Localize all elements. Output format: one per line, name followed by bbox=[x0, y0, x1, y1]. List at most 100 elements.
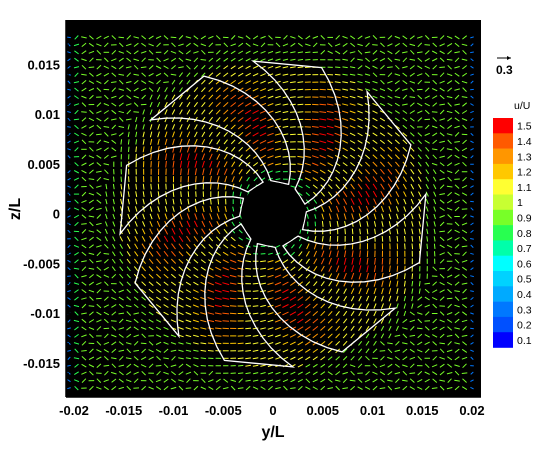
velocity-arrow bbox=[207, 327, 214, 330]
velocity-arrow bbox=[424, 326, 430, 331]
velocity-arrow bbox=[454, 88, 460, 91]
velocity-arrow bbox=[67, 185, 71, 188]
velocity-arrow bbox=[424, 296, 430, 301]
velocity-arrow bbox=[425, 213, 429, 220]
velocity-arrow bbox=[223, 72, 229, 77]
velocity-arrow bbox=[67, 65, 71, 69]
velocity-arrow bbox=[454, 348, 460, 353]
velocity-arrow bbox=[409, 356, 416, 360]
velocity-arrow bbox=[157, 161, 160, 168]
velocity-arrow bbox=[320, 310, 326, 317]
velocity-arrow bbox=[411, 303, 414, 309]
velocity-arrow bbox=[454, 125, 460, 129]
velocity-arrow bbox=[104, 221, 108, 227]
velocity-arrow bbox=[126, 266, 131, 272]
velocity-arrow bbox=[366, 228, 369, 235]
velocity-arrow bbox=[312, 177, 319, 182]
velocity-arrow bbox=[297, 170, 304, 173]
velocity-arrow bbox=[141, 266, 146, 272]
velocity-arrow bbox=[140, 364, 147, 368]
velocity-arrow bbox=[215, 57, 221, 62]
velocity-arrow bbox=[274, 311, 282, 316]
blade-outline bbox=[204, 222, 296, 368]
velocity-arrow bbox=[67, 95, 71, 99]
velocity-arrow bbox=[297, 81, 304, 83]
velocity-arrow bbox=[425, 198, 429, 205]
velocity-arrow bbox=[357, 103, 363, 106]
velocity-arrow bbox=[320, 303, 326, 309]
velocity-arrow bbox=[462, 266, 468, 271]
velocity-arrow bbox=[259, 125, 267, 129]
velocity-arrow bbox=[328, 273, 333, 280]
velocity-arrow bbox=[402, 139, 408, 145]
velocity-arrow bbox=[374, 228, 376, 235]
velocity-arrow bbox=[461, 184, 468, 189]
velocity-arrow bbox=[133, 356, 139, 361]
velocity-arrow bbox=[96, 185, 102, 188]
velocity-arrow bbox=[320, 296, 325, 302]
velocity-arrow bbox=[112, 206, 116, 212]
velocity-arrow bbox=[342, 169, 348, 174]
velocity-arrow bbox=[252, 305, 259, 307]
velocity-arrow bbox=[237, 342, 244, 345]
velocity-arrow bbox=[275, 110, 281, 114]
velocity-arrow bbox=[223, 50, 229, 55]
velocity-arrow bbox=[230, 236, 236, 242]
velocity-arrow bbox=[193, 94, 199, 100]
velocity-arrow bbox=[126, 281, 131, 286]
velocity-arrow bbox=[178, 379, 184, 382]
velocity-arrow bbox=[327, 147, 334, 152]
velocity-arrow bbox=[357, 169, 363, 175]
velocity-arrow bbox=[366, 265, 369, 273]
velocity-arrow bbox=[319, 125, 327, 129]
velocity-arrow bbox=[454, 154, 460, 159]
velocity-arrow bbox=[409, 110, 415, 114]
velocity-arrow bbox=[89, 296, 94, 301]
velocity-arrow bbox=[149, 101, 153, 108]
velocity-arrow bbox=[289, 303, 297, 309]
velocity-arrow bbox=[349, 132, 356, 137]
velocity-arrow bbox=[432, 266, 437, 272]
velocity-arrow bbox=[224, 205, 227, 213]
velocity-arrow bbox=[230, 79, 236, 85]
velocity-arrow bbox=[275, 326, 281, 330]
velocity-arrow bbox=[275, 103, 281, 106]
velocity-arrow bbox=[201, 138, 206, 145]
velocity-arrow bbox=[342, 42, 348, 47]
velocity-arrow bbox=[73, 304, 80, 308]
velocity-arrow bbox=[208, 101, 214, 108]
velocity-arrow bbox=[237, 80, 244, 85]
velocity-arrow bbox=[103, 266, 109, 271]
velocity-arrow bbox=[336, 250, 339, 258]
velocity-arrow bbox=[186, 109, 191, 115]
velocity-arrow bbox=[320, 325, 326, 331]
velocity-arrow bbox=[342, 325, 348, 332]
velocity-arrow bbox=[319, 162, 326, 167]
velocity-arrow bbox=[470, 117, 474, 122]
velocity-arrow bbox=[67, 126, 71, 128]
velocity-arrow bbox=[104, 370, 109, 376]
velocity-arrow bbox=[425, 146, 430, 152]
velocity-arrow bbox=[96, 311, 102, 316]
velocity-arrow bbox=[470, 43, 474, 47]
velocity-arrow bbox=[111, 109, 117, 115]
velocity-arrow bbox=[282, 296, 289, 301]
velocity-arrow bbox=[118, 364, 125, 367]
velocity-arrow bbox=[260, 95, 267, 99]
velocity-arrow bbox=[424, 102, 430, 107]
velocity-arrow bbox=[238, 372, 244, 374]
velocity-arrow bbox=[446, 334, 453, 337]
velocity-arrow bbox=[141, 80, 147, 85]
velocity-arrow bbox=[327, 378, 333, 383]
velocity-arrow bbox=[387, 35, 393, 40]
velocity-arrow bbox=[417, 154, 422, 160]
velocity-arrow bbox=[461, 245, 468, 248]
velocity-arrow bbox=[133, 296, 139, 301]
velocity-arrow bbox=[394, 154, 400, 160]
velocity-arrow bbox=[274, 319, 282, 323]
velocity-arrow bbox=[470, 290, 474, 292]
velocity-arrow bbox=[126, 348, 132, 354]
velocity-arrow bbox=[344, 250, 347, 258]
velocity-arrow bbox=[425, 154, 430, 160]
velocity-arrow bbox=[446, 58, 453, 61]
